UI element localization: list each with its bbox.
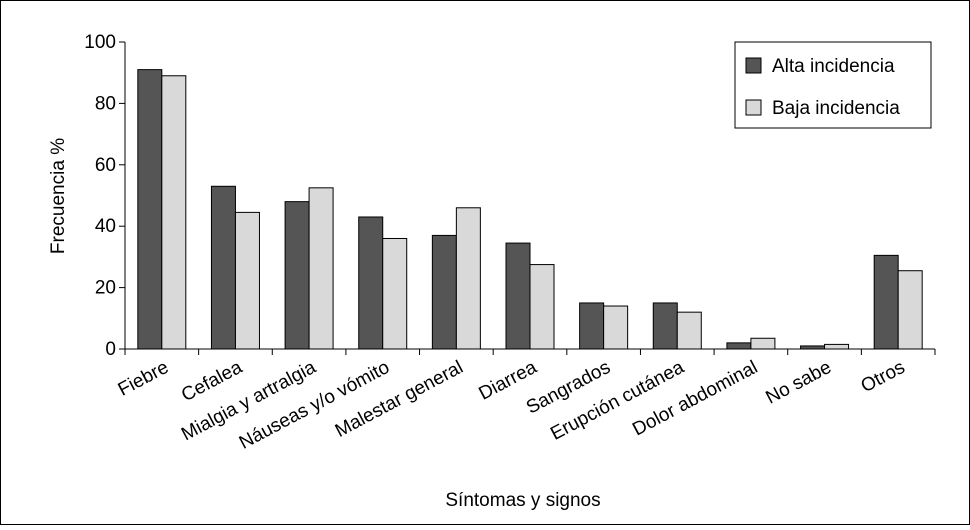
bar-alta-5	[505, 242, 531, 350]
bar-alta-3	[358, 216, 384, 350]
bar-baja-4	[455, 207, 481, 350]
bar-alta-4	[431, 234, 457, 350]
legend-swatch	[745, 57, 762, 74]
bar-baja-10	[897, 270, 923, 350]
bar-alta-0	[137, 69, 163, 350]
y-tick-label: 40	[95, 216, 116, 237]
bar-baja-2	[308, 187, 334, 350]
bar-baja-1	[234, 211, 260, 350]
bar-alta-6	[579, 302, 605, 350]
bar-baja-7	[676, 311, 702, 350]
legend-swatch	[745, 99, 762, 116]
bar-baja-3	[382, 237, 408, 350]
x-axis-title: Síntomas y signos	[445, 490, 600, 511]
bar-alta-9	[800, 345, 826, 350]
bar-baja-8	[750, 337, 776, 350]
legend: Alta incidencia Baja incidencia	[734, 41, 932, 129]
y-tick-label: 60	[95, 155, 116, 176]
bar-alta-1	[210, 185, 236, 350]
y-axis: 0 20 40 60 80 100	[84, 32, 126, 360]
bar-baja-6	[603, 305, 629, 350]
bar-alta-10	[873, 254, 899, 350]
legend-box	[734, 41, 932, 129]
y-tick-label: 100	[84, 32, 116, 53]
bar-baja-9	[824, 343, 850, 350]
y-tick-label: 20	[95, 278, 116, 299]
legend-label: Alta incidencia	[772, 56, 895, 77]
y-tick-label: 80	[95, 93, 116, 114]
bar-baja-0	[161, 75, 187, 350]
bar-alta-2	[284, 201, 310, 350]
y-tick-label: 0	[105, 339, 116, 360]
bar-baja-5	[529, 264, 555, 350]
bar-alta-8	[726, 342, 752, 350]
legend-label: Baja incidencia	[772, 98, 900, 119]
bars	[137, 69, 923, 350]
bar-alta-7	[652, 302, 678, 350]
y-axis-title: Frecuencia %	[48, 138, 69, 254]
